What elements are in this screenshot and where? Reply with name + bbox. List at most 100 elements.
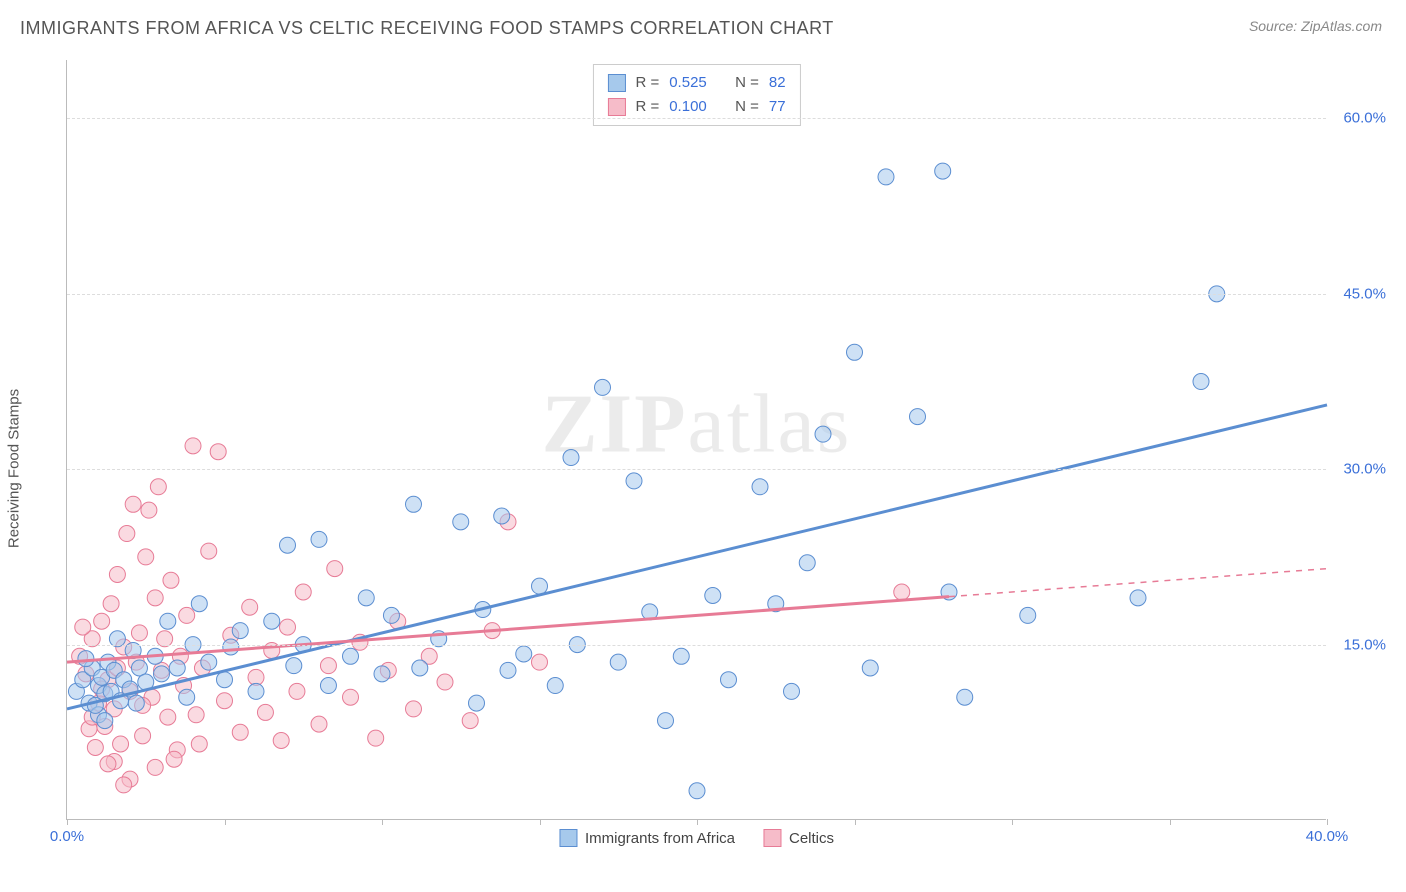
legend-stats-box: R = 0.525 N = 82 R = 0.100 N = 77 (592, 64, 800, 126)
swatch-celtics-icon (763, 829, 781, 847)
y-tick-label: 15.0% (1343, 636, 1386, 653)
scatter-point (437, 674, 453, 690)
scatter-point (532, 578, 548, 594)
r-label: R = (635, 71, 659, 95)
scatter-point (201, 654, 217, 670)
scatter-point (343, 648, 359, 664)
scatter-point (264, 613, 280, 629)
scatter-point (116, 777, 132, 793)
scatter-point (320, 658, 336, 674)
scatter-point (217, 672, 233, 688)
scatter-point (147, 759, 163, 775)
scatter-point (100, 756, 116, 772)
scatter-point (862, 660, 878, 676)
scatter-point (406, 496, 422, 512)
scatter-point (141, 502, 157, 518)
scatter-point (210, 444, 226, 460)
scatter-point (113, 736, 129, 752)
scatter-point (462, 713, 478, 729)
y-tick-label: 45.0% (1343, 285, 1386, 302)
scatter-point (1130, 590, 1146, 606)
scatter-point (191, 596, 207, 612)
swatch-africa-icon (559, 829, 577, 847)
scatter-point (179, 689, 195, 705)
scatter-point (894, 584, 910, 600)
scatter-point (815, 426, 831, 442)
scatter-point (119, 526, 135, 542)
r-value-africa: 0.525 (669, 71, 707, 95)
scatter-point (784, 683, 800, 699)
scatter-point (516, 646, 532, 662)
scatter-point (160, 613, 176, 629)
scatter-point (673, 648, 689, 664)
source-prefix: Source: (1249, 18, 1301, 34)
scatter-point (109, 566, 125, 582)
scatter-point (188, 707, 204, 723)
n-value-africa: 82 (769, 71, 786, 95)
scatter-point (217, 693, 233, 709)
scatter-point (232, 623, 248, 639)
scatter-point (273, 732, 289, 748)
scatter-point (160, 709, 176, 725)
r-label: R = (635, 95, 659, 119)
scatter-point (78, 651, 94, 667)
scatter-point (150, 479, 166, 495)
scatter-point (191, 736, 207, 752)
scatter-point (1020, 607, 1036, 623)
source-attribution: Source: ZipAtlas.com (1249, 18, 1382, 34)
source-link[interactable]: ZipAtlas.com (1301, 18, 1382, 34)
scatter-point (626, 473, 642, 489)
y-tick-label: 30.0% (1343, 461, 1386, 478)
scatter-point (103, 596, 119, 612)
scatter-point (75, 619, 91, 635)
scatter-point (412, 660, 428, 676)
scatter-point (169, 660, 185, 676)
scatter-point (878, 169, 894, 185)
scatter-point (94, 613, 110, 629)
scatter-point (689, 783, 705, 799)
n-value-celtics: 77 (769, 95, 786, 119)
scatter-point (406, 701, 422, 717)
scatter-point (128, 695, 144, 711)
scatter-point (494, 508, 510, 524)
chart-title: IMMIGRANTS FROM AFRICA VS CELTIC RECEIVI… (20, 18, 834, 39)
scatter-point (311, 716, 327, 732)
legend-item-celtics: Celtics (763, 829, 834, 847)
scatter-point (343, 689, 359, 705)
scatter-point (147, 590, 163, 606)
scatter-point (721, 672, 737, 688)
scatter-point (453, 514, 469, 530)
chart-container: Receiving Food Stamps ZIPatlas R = 0.525… (20, 50, 1386, 870)
legend-series: Immigrants from Africa Celtics (559, 829, 834, 847)
scatter-point (1193, 374, 1209, 390)
scatter-point (179, 607, 195, 623)
scatter-point (135, 728, 151, 744)
scatter-point (374, 666, 390, 682)
scatter-point (286, 658, 302, 674)
scatter-point (705, 588, 721, 604)
scatter-point (935, 163, 951, 179)
scatter-point (163, 572, 179, 588)
scatter-point (320, 678, 336, 694)
scatter-point (799, 555, 815, 571)
scatter-point (469, 695, 485, 711)
scatter-point (280, 537, 296, 553)
scatter-point (223, 639, 239, 655)
scatter-point (563, 450, 579, 466)
scatter-point (125, 496, 141, 512)
scatter-point (166, 751, 182, 767)
scatter-point (248, 683, 264, 699)
y-axis-label: Receiving Food Stamps (6, 389, 23, 548)
n-label: N = (735, 71, 759, 95)
scatter-point (847, 344, 863, 360)
plot-area: ZIPatlas R = 0.525 N = 82 R = 0.100 N = … (66, 60, 1326, 820)
x-tick-label: 40.0% (1306, 828, 1349, 845)
scatter-point (131, 625, 147, 641)
scatter-point (154, 666, 170, 682)
legend-label-celtics: Celtics (789, 830, 834, 847)
scatter-point (201, 543, 217, 559)
regression-line (67, 405, 1327, 709)
scatter-point (752, 479, 768, 495)
legend-label-africa: Immigrants from Africa (585, 830, 735, 847)
scatter-point (532, 654, 548, 670)
